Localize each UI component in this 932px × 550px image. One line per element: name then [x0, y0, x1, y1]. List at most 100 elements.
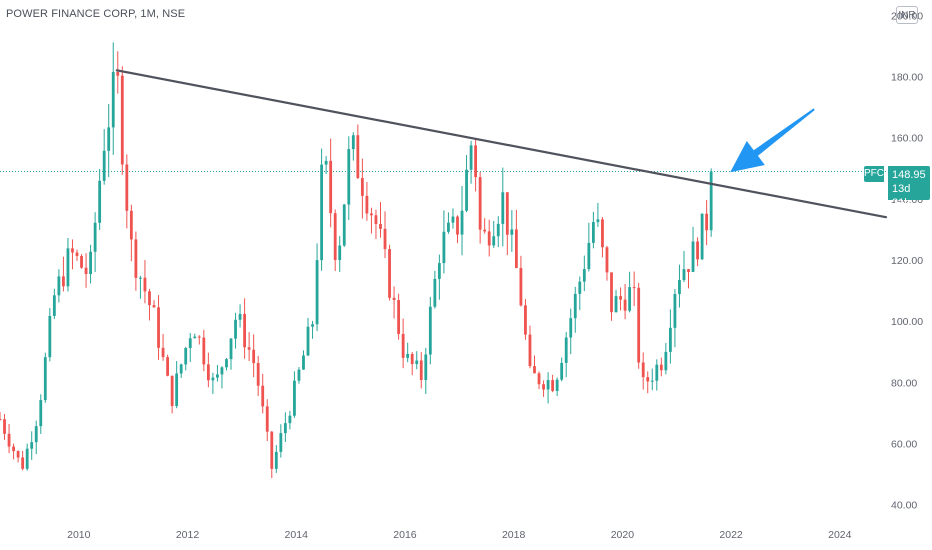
- candle: [134, 231, 138, 291]
- arrow-annotation[interactable]: [730, 108, 815, 173]
- candle: [383, 211, 387, 259]
- x-axis[interactable]: 2010 2012 2014 2016 2018 2020 2022 2024: [67, 529, 852, 541]
- candle-body: [542, 384, 545, 390]
- candle-body: [383, 228, 387, 250]
- candle-body: [483, 229, 487, 232]
- candle: [324, 156, 328, 174]
- candle: [401, 318, 405, 369]
- candle: [120, 66, 124, 175]
- candle-body: [111, 71, 115, 128]
- candle-body: [437, 263, 441, 279]
- candle: [252, 334, 256, 378]
- currency-button[interactable]: INR: [896, 6, 918, 24]
- candle-body: [84, 267, 88, 275]
- x-tick-label: 2014: [285, 529, 309, 541]
- candle-body: [678, 280, 681, 295]
- candle: [379, 202, 382, 238]
- candle-body: [234, 319, 237, 339]
- y-tick-label: 120.00: [891, 255, 923, 267]
- trendline-layer[interactable]: [115, 69, 888, 219]
- candle: [175, 361, 179, 409]
- candle-body: [401, 333, 405, 358]
- candle-body: [410, 353, 414, 365]
- candle: [111, 42, 115, 155]
- candle-body: [125, 164, 129, 211]
- candle: [34, 420, 38, 455]
- candle: [619, 287, 622, 311]
- candle-body: [39, 400, 43, 427]
- candle-body: [673, 294, 677, 328]
- x-tick-label: 2018: [502, 529, 526, 541]
- candle: [691, 226, 695, 273]
- candle: [668, 309, 672, 364]
- candle: [628, 271, 632, 313]
- candle-body: [564, 337, 568, 363]
- candle-body: [288, 415, 292, 424]
- candle: [220, 366, 224, 389]
- candle-body: [582, 269, 586, 282]
- candle: [614, 289, 618, 313]
- candle: [456, 215, 459, 244]
- candle-body: [573, 293, 577, 319]
- candle: [306, 317, 310, 357]
- candle: [211, 372, 215, 394]
- candle: [52, 288, 56, 320]
- candle: [555, 377, 559, 397]
- candle: [243, 298, 247, 359]
- candle: [546, 372, 550, 404]
- candle-body: [682, 269, 686, 281]
- candle: [62, 256, 65, 292]
- candle-body: [442, 231, 446, 264]
- candle: [492, 221, 496, 248]
- candle-body: [0, 419, 2, 421]
- candle: [700, 213, 704, 260]
- candle: [564, 332, 568, 378]
- y-tick-label: 180.00: [891, 71, 923, 83]
- candle-body: [175, 373, 179, 407]
- candle-body: [302, 355, 305, 370]
- candle-body: [687, 269, 690, 272]
- candle: [360, 158, 364, 219]
- candle: [351, 132, 355, 161]
- candle: [478, 172, 482, 244]
- candle-body: [356, 135, 360, 179]
- candle-body: [3, 419, 6, 434]
- candle: [66, 238, 70, 292]
- arrow-icon[interactable]: [730, 108, 815, 173]
- candle-body: [297, 369, 301, 381]
- candle-body: [274, 451, 278, 469]
- candle-body: [161, 347, 165, 358]
- candle: [406, 342, 410, 363]
- candle: [107, 103, 111, 178]
- candle-body: [48, 315, 52, 358]
- candle: [623, 283, 627, 320]
- candle-body: [320, 164, 324, 261]
- candle-body: [333, 213, 337, 260]
- candle: [256, 355, 260, 396]
- candle-body: [7, 433, 11, 447]
- candle-body: [216, 374, 219, 378]
- candle: [206, 352, 210, 388]
- y-axis[interactable]: 200.00180.00160.00140.00120.00100.0080.0…: [891, 10, 923, 511]
- candle: [501, 167, 505, 247]
- candle-body: [34, 426, 38, 443]
- candle: [338, 236, 342, 272]
- candle-body: [157, 307, 160, 348]
- candle: [30, 431, 34, 460]
- candle-body: [415, 360, 419, 365]
- candle: [25, 443, 29, 471]
- resistance-trendline[interactable]: [115, 69, 888, 219]
- candle: [578, 276, 582, 311]
- candle: [3, 413, 6, 440]
- candle: [591, 211, 595, 249]
- candle: [102, 129, 106, 185]
- candle: [80, 254, 83, 269]
- candle: [229, 338, 233, 370]
- candle: [469, 140, 473, 184]
- candle-body: [370, 213, 373, 216]
- candle: [270, 430, 274, 479]
- candle: [139, 275, 142, 299]
- candle: [596, 202, 600, 227]
- candle-body: [419, 360, 423, 380]
